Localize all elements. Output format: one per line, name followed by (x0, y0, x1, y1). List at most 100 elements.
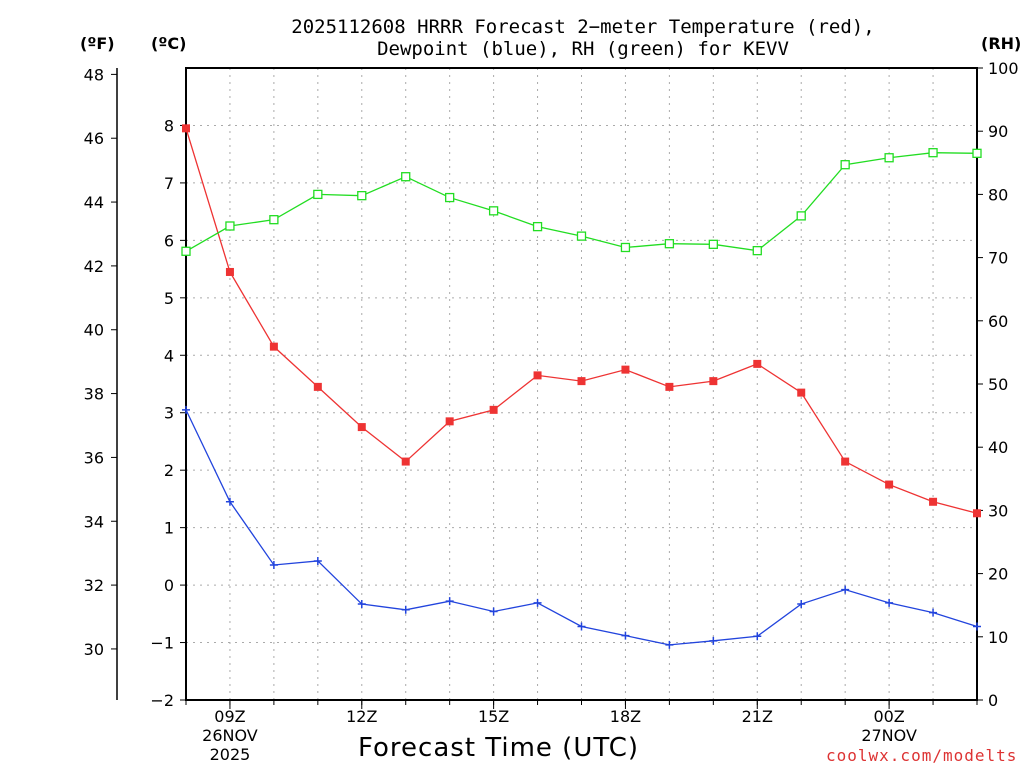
temperature-marker (797, 388, 806, 397)
rh-tick-label: 90 (988, 122, 1008, 141)
rh-tick-label: 20 (988, 565, 1008, 584)
x-tick-label: 09Z (214, 707, 245, 726)
relative-humidity-marker (884, 153, 894, 163)
x-tick-label: 21Z (742, 707, 773, 726)
dewpoint-marker (357, 600, 366, 609)
celsius-tick-label: 5 (164, 289, 174, 308)
relative-humidity-marker (532, 221, 543, 232)
relative-humidity-marker (313, 189, 323, 200)
dewpoint-marker (533, 598, 542, 607)
relative-humidity-marker (576, 231, 587, 241)
fahrenheit-tick-label: 46 (84, 129, 104, 148)
rh-tick-label: 80 (988, 185, 1008, 204)
relative-humidity-marker (401, 172, 411, 182)
fahrenheit-tick-label: 40 (84, 321, 104, 340)
rh-unit-label: (RH) (981, 34, 1022, 53)
x-tick-label: 18Z (610, 707, 641, 726)
relative-humidity-marker (445, 192, 455, 203)
temperature-marker (445, 417, 454, 426)
celsius-tick-label: −2 (150, 691, 174, 710)
temperature-marker (841, 457, 850, 466)
temperature-marker (533, 371, 542, 380)
celsius-tick-label: 4 (164, 346, 174, 365)
dewpoint-marker (665, 640, 674, 649)
dewpoint-marker (885, 598, 894, 607)
relative-humidity-marker (269, 215, 279, 225)
dewpoint-marker (489, 607, 498, 616)
fahrenheit-tick-label: 32 (84, 576, 104, 595)
temperature-marker (489, 405, 498, 414)
x-tick-date-label: 27NOV (861, 726, 917, 745)
relative-humidity-marker (972, 148, 982, 158)
relative-humidity-marker (664, 239, 675, 249)
fahrenheit-tick-label: 38 (84, 385, 104, 404)
relative-humidity-marker (488, 206, 499, 216)
dewpoint-marker (753, 632, 762, 641)
x-tick-date-label: 26NOV (202, 726, 258, 745)
dewpoint-marker (445, 597, 454, 606)
temperature-marker (621, 365, 630, 374)
temperature-marker (313, 382, 322, 391)
fahrenheit-tick-label: 48 (84, 65, 104, 84)
relative-humidity-marker (928, 148, 938, 158)
chart-title-line-1: 2025112608 HRRR Forecast 2−meter Tempera… (291, 16, 875, 38)
x-tick-label: 15Z (478, 707, 509, 726)
dewpoint-marker (797, 600, 806, 609)
temperature-marker (401, 457, 410, 466)
dewpoint-marker (401, 605, 410, 614)
relative-humidity-marker (620, 242, 631, 253)
x-tick-label: 00Z (873, 707, 904, 726)
temperature-marker (577, 377, 586, 386)
dewpoint-marker (577, 622, 586, 631)
relative-humidity-marker (225, 221, 235, 231)
relative-humidity-marker (840, 160, 850, 170)
dewpoint-marker (182, 405, 190, 414)
chart-title-line-2: Dewpoint (blue), RH (green) for KEVV (377, 38, 789, 60)
temperature-marker (182, 124, 190, 133)
dewpoint-marker (313, 556, 322, 565)
temperature-marker (269, 342, 278, 351)
rh-tick-label: 10 (988, 628, 1008, 647)
temperature-marker (753, 359, 762, 368)
relative-humidity-marker (357, 191, 367, 201)
celsius-tick-label: 7 (164, 174, 174, 193)
celsius-tick-label: −1 (150, 634, 174, 653)
temperature-marker (709, 377, 718, 386)
rh-tick-label: 50 (988, 375, 1008, 394)
rh-tick-label: 30 (988, 501, 1008, 520)
rh-tick-label: 0 (988, 691, 998, 710)
dewpoint-marker (269, 560, 278, 569)
temperature-marker (885, 480, 894, 489)
dewpoint-marker (621, 631, 630, 640)
x-tick-label: 12Z (346, 707, 377, 726)
fahrenheit-tick-label: 44 (84, 193, 104, 212)
fahrenheit-tick-label: 42 (84, 257, 104, 276)
rh-tick-label: 100 (988, 59, 1019, 78)
celsius-tick-label: 8 (164, 116, 174, 135)
dewpoint-marker (225, 497, 234, 506)
rh-tick-label: 70 (988, 249, 1008, 268)
rh-tick-label: 40 (988, 438, 1008, 457)
relative-humidity-marker (796, 211, 806, 221)
temperature-marker (929, 497, 938, 506)
dewpoint-marker (929, 608, 938, 617)
relative-humidity-marker (181, 246, 191, 256)
temperature-marker (357, 423, 366, 432)
celsius-tick-label: 3 (164, 404, 174, 423)
rh-tick-label: 60 (988, 312, 1008, 331)
fahrenheit-tick-label: 30 (84, 640, 104, 659)
source-credit: coolwx.com/modelts (826, 746, 1018, 765)
celsius-tick-label: 6 (164, 231, 174, 250)
x-tick-year-label: 2025 (210, 745, 251, 764)
celsius-tick-label: 0 (164, 576, 174, 595)
fahrenheit-unit-label: (ºF) (80, 34, 115, 53)
dewpoint-marker (973, 622, 981, 631)
dewpoint-marker (841, 585, 850, 594)
fahrenheit-tick-label: 36 (84, 448, 104, 467)
celsius-tick-label: 1 (164, 519, 174, 538)
fahrenheit-tick-label: 34 (84, 512, 104, 531)
celsius-tick-label: 2 (164, 461, 174, 480)
dewpoint-marker (709, 636, 718, 645)
temperature-marker (665, 382, 674, 391)
